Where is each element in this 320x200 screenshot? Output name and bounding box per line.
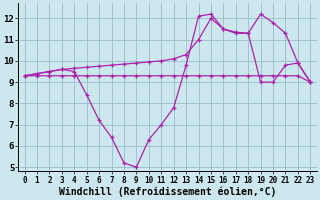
- X-axis label: Windchill (Refroidissement éolien,°C): Windchill (Refroidissement éolien,°C): [59, 186, 276, 197]
